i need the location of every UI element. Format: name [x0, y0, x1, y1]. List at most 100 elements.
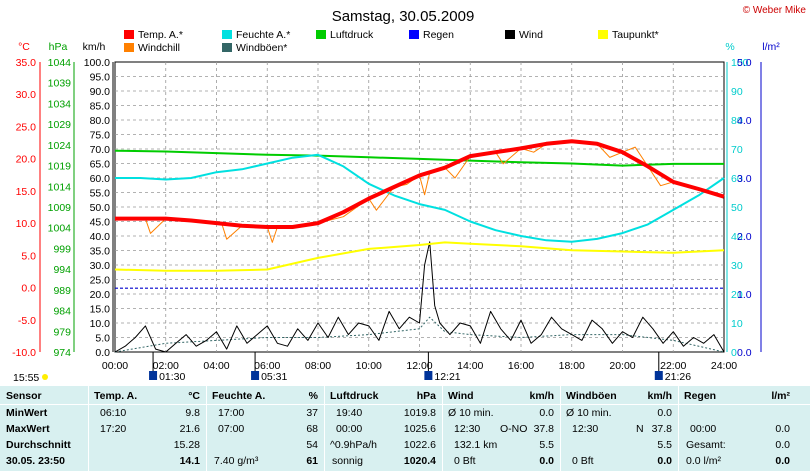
temp-value: 15.28: [173, 439, 200, 451]
pressure-time: 19:40: [336, 407, 363, 419]
event-time-label: 15:55: [13, 372, 39, 384]
wind-axis-title: km/h: [83, 41, 106, 53]
pressure-axis-tick-label: 1029: [48, 119, 72, 131]
rain-time: 00:00: [690, 423, 717, 435]
gust-label: Ø 10 min.: [566, 407, 612, 419]
humidity-value: 61: [306, 455, 318, 467]
chart-axes: 35.0 30.0 25.0 20.0 15.0 10.0 5.0 0.0 -5.0 -10.0 °…: [12, 41, 780, 372]
event-marker-icon: [149, 371, 158, 380]
wind-axis-tick-label: 20.0: [90, 289, 111, 301]
row-divider: [0, 404, 810, 405]
x-tick-label: 12:00: [406, 360, 432, 372]
pressure-value: 1019.8: [403, 407, 436, 419]
row-label: MinWert: [6, 407, 48, 419]
pressure-time: 00:00: [336, 423, 363, 435]
humidity-axis-tick-label: 60: [731, 173, 743, 185]
humidity-axis-tick-label: 70: [731, 144, 743, 156]
temp-axis-tick-label: 25.0: [16, 121, 37, 133]
humidity-value: 37: [306, 407, 318, 419]
legend-swatch: [124, 30, 134, 39]
humidity-axis-tick-label: 90: [731, 86, 743, 98]
event-marker-label: 21:26: [665, 371, 691, 383]
pressure-axis-tick-label: 1019: [48, 161, 72, 173]
legend-label: Regen: [423, 29, 454, 41]
rain-axis-tick-label: 1.0: [737, 289, 752, 301]
wind-axis-tick-label: 90.0: [90, 86, 111, 98]
series-line-windben: [114, 316, 725, 353]
header-humidity: Feuchte A.: [212, 390, 266, 402]
column-divider: [88, 386, 89, 471]
summary-table: Sensor Temp. A. °C Feuchte A. % Luftdruc…: [0, 386, 810, 471]
sun-icon: [42, 374, 48, 380]
wind-value: 37.8: [533, 423, 554, 435]
pressure-trend: ^0.9hPa/h: [330, 439, 377, 451]
gust-beaufort: 0 Bft: [572, 455, 594, 467]
column-divider: [442, 386, 443, 471]
pressure-axis-tick-label: 999: [53, 243, 71, 255]
column-divider: [324, 386, 325, 471]
legend-swatch: [124, 43, 134, 52]
x-tick-label: 16:00: [508, 360, 534, 372]
header-temp-unit: °C: [188, 390, 200, 402]
legend-label: Wind: [519, 29, 543, 41]
rain-value: 0.0: [775, 423, 790, 435]
chart-legend: Temp. A.* Feuchte A.* Luftdruck Regen Wind Ta…: [124, 29, 659, 54]
humidity-time: 17:00: [218, 407, 245, 419]
pressure-axis-tick-label: 989: [53, 285, 71, 297]
temp-axis-title: °C: [18, 41, 30, 53]
humidity-axis-tick-label: 0: [731, 347, 737, 359]
x-tick-label: 02:00: [153, 360, 179, 372]
legend-label: Windchill: [138, 42, 180, 54]
pressure-axis-tick-label: 984: [53, 306, 71, 318]
pressure-axis-tick-label: 1014: [48, 181, 72, 193]
wind-axis-tick-label: 40.0: [90, 231, 111, 243]
rain-axis-tick-label: 0.0: [737, 347, 752, 359]
legend-label: Feuchte A.*: [236, 29, 290, 41]
humidity-axis-tick-label: 10: [731, 318, 743, 330]
event-marker-label: 05:31: [261, 371, 287, 383]
temp-axis-tick-label: -5.0: [18, 315, 36, 327]
table-row: 30.05. 23:50 14.1 7.40 g/m³ 61 sonnig 10…: [0, 454, 810, 469]
gust-time: 12:30: [572, 423, 599, 435]
wind-axis-tick-label: 50.0: [90, 202, 111, 214]
legend-label: Temp. A.*: [138, 29, 183, 41]
temp-axis-tick-label: 0.0: [21, 283, 36, 295]
temp-time: 17:20: [100, 423, 127, 435]
legend-swatch: [222, 30, 232, 39]
series-line-luftdruck: [114, 149, 724, 167]
row-label: Durchschnitt: [6, 439, 71, 451]
wind-time: 12:30: [454, 423, 481, 435]
temp-value: 9.8: [185, 407, 200, 419]
rain-label: Gesamt:: [686, 439, 726, 451]
temp-axis-tick-label: -10.0: [12, 347, 36, 359]
wind-axis-tick-label: 80.0: [90, 115, 111, 127]
legend-label: Windböen*: [236, 42, 287, 54]
wind-axis-tick-label: 45.0: [90, 217, 111, 229]
event-marker-icon: [424, 371, 433, 380]
humidity-time: 07:00: [218, 423, 245, 435]
humidity-axis-tick-label: 20: [731, 289, 743, 301]
wind-axis-tick-label: 55.0: [90, 188, 111, 200]
header-humidity-unit: %: [308, 390, 318, 402]
pressure-axis-tick-label: 1034: [48, 98, 72, 110]
x-tick-label: 04:00: [203, 360, 229, 372]
legend-swatch: [222, 43, 232, 52]
legend-swatch: [598, 30, 608, 39]
temp-value: 14.1: [179, 455, 200, 467]
pressure-axis-title: hPa: [49, 41, 68, 53]
humidity-axis-tick-label: 80: [731, 115, 743, 127]
x-tick-label: 14:00: [457, 360, 483, 372]
gust-value: 0.0: [657, 407, 672, 419]
pressure-axis-tick-label: 974: [53, 347, 71, 359]
series-line-feuchtea: [115, 153, 725, 243]
header-gust: Windböen: [566, 390, 617, 402]
wind-axis-tick-label: 65.0: [90, 159, 111, 171]
wind-axis-tick-label: 0.0: [95, 347, 110, 359]
event-marker-label: 01:30: [159, 371, 185, 383]
gust-value: 5.5: [657, 439, 672, 451]
wind-axis-tick-label: 70.0: [90, 144, 111, 156]
x-tick-label: 08:00: [305, 360, 331, 372]
wind-direction: O-NO: [500, 423, 528, 435]
temp-axis-tick-label: 30.0: [16, 89, 37, 101]
event-marker-icon: [251, 371, 260, 380]
